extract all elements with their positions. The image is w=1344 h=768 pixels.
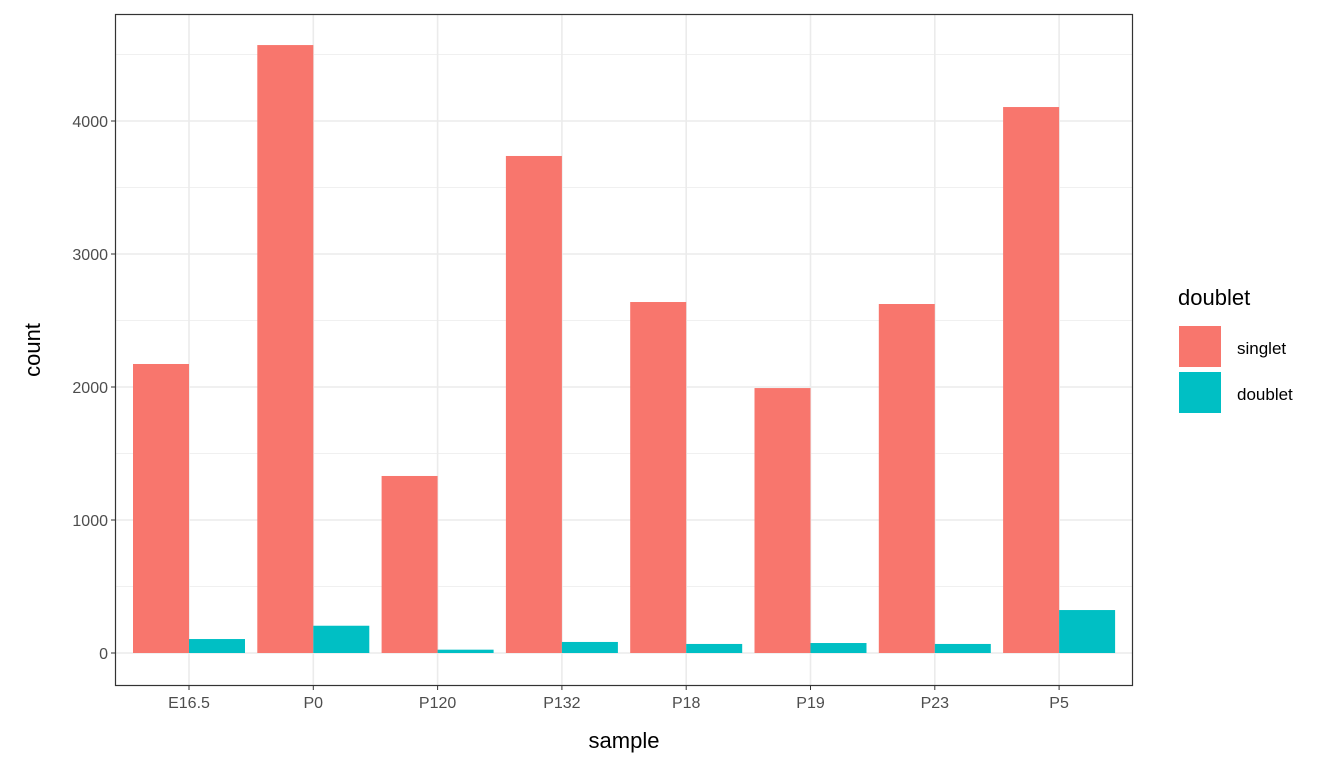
x-tick-label: P120 (419, 695, 456, 712)
bar-doublet-P5 (1059, 610, 1116, 653)
legend: doublet singlet doublet (1178, 285, 1293, 413)
y-tick-label: 2000 (72, 380, 108, 397)
x-tick-label: P0 (304, 695, 324, 712)
legend-title: doublet (1178, 285, 1250, 310)
bar-singlet-P0 (257, 45, 314, 653)
x-axis: E16.5 P0 P120 P132 P18 P19 P23 P5 (168, 685, 1069, 712)
legend-key-doublet (1179, 372, 1221, 413)
bar-singlet-P132 (505, 155, 562, 653)
bar-singlet-P18 (630, 302, 687, 653)
x-tick-label: P19 (796, 695, 825, 712)
y-tick-label: 4000 (72, 114, 108, 131)
bar-doublet-P132 (561, 641, 618, 653)
y-axis-title: count (20, 323, 45, 377)
y-tick-label: 3000 (72, 247, 108, 264)
x-tick-label: P5 (1049, 695, 1069, 712)
legend-label-doublet: doublet (1237, 385, 1293, 404)
bar-doublet-P18 (686, 643, 743, 653)
bar-singlet-P120 (381, 475, 438, 653)
x-tick-label: P18 (672, 695, 701, 712)
bar-doublet-P0 (313, 625, 370, 653)
y-axis: 0 1000 2000 3000 4000 (72, 114, 116, 663)
bars (133, 45, 1116, 653)
y-tick-label: 1000 (72, 513, 108, 530)
bar-singlet-E16.5 (133, 363, 189, 653)
bar-singlet-P23 (878, 304, 935, 653)
x-axis-title: sample (589, 728, 660, 753)
bar-singlet-P5 (1003, 107, 1060, 653)
bar-doublet-P120 (437, 649, 494, 653)
y-tick-label: 0 (99, 646, 108, 663)
legend-label-singlet: singlet (1237, 339, 1286, 358)
x-tick-label: E16.5 (168, 695, 210, 712)
x-tick-label: P23 (921, 695, 950, 712)
plot-border (114, 13, 1134, 687)
bar-singlet-P19 (754, 388, 811, 653)
bar-doublet-E16.5 (189, 639, 245, 653)
bar-doublet-P23 (934, 643, 991, 653)
x-tick-label: P132 (543, 695, 580, 712)
legend-key-singlet (1179, 326, 1221, 367)
bar-doublet-P19 (810, 643, 867, 653)
